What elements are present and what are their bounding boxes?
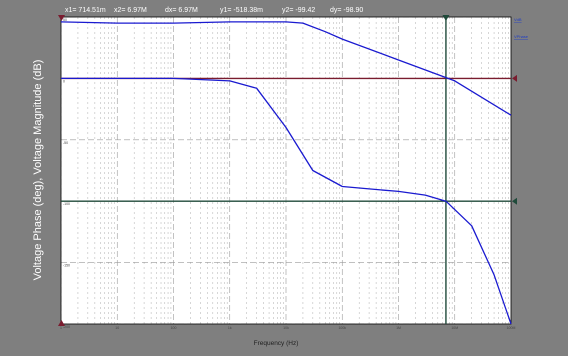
x-axis-label: Frequency (Hz) xyxy=(254,340,299,347)
trace-phase xyxy=(61,77,512,325)
readout-dx: dx= 6.97M xyxy=(165,7,198,14)
readout-x2: x2= 6.97M xyxy=(114,7,147,14)
x-tick-label: 10 xyxy=(115,326,119,330)
x-tick-label: 1 xyxy=(60,326,62,330)
grid-lines xyxy=(60,16,512,325)
y-tick-label: 50 xyxy=(63,18,67,22)
cursor1-marker-top[interactable] xyxy=(58,15,65,21)
y-tick-label: -50 xyxy=(63,141,68,145)
x-tick-labels: 1 10 100 1k 10k 100k 1M 10M 100M xyxy=(60,326,515,330)
x-tick-label: 10M xyxy=(451,326,458,330)
legend-magnitude[interactable]: VdB xyxy=(514,17,522,22)
plot-border xyxy=(60,16,512,325)
x-tick-label: 100M xyxy=(507,326,516,330)
readout-dy: dy= -98.90 xyxy=(330,7,363,14)
y-tick-label: -200 xyxy=(63,325,70,329)
cursor2-vertical-marker-top[interactable] xyxy=(442,15,450,21)
y-tick-label: -150 xyxy=(63,264,70,268)
cursor2-horizontal-marker[interactable] xyxy=(512,197,517,205)
x-tick-label: 100k xyxy=(338,326,346,330)
trace-magnitude xyxy=(60,21,512,116)
y-tick-label: -100 xyxy=(63,202,70,206)
x-tick-label: 100 xyxy=(171,326,177,330)
y-tick-labels: 50 0 -50 -100 -150 -200 xyxy=(63,18,70,329)
readout-y2: y2= -99.42 xyxy=(282,7,315,14)
y-tick-label: 0 xyxy=(63,79,65,83)
readout-y1: y1= -518.38m xyxy=(220,7,263,14)
readout-x1: x1= 714.51m xyxy=(65,7,106,14)
cursor1-marker-bottom[interactable] xyxy=(58,320,65,326)
trace-lines xyxy=(60,21,512,325)
cursor1-horizontal-marker[interactable] xyxy=(512,74,517,82)
x-tick-label: 1k xyxy=(228,326,232,330)
x-tick-label: 10k xyxy=(283,326,289,330)
cursor-readout: x1= 714.51m x2= 6.97M dx= 6.97M y1= -518… xyxy=(65,7,363,14)
legend-phase[interactable]: VPhase xyxy=(514,34,529,39)
x-tick-label: 1M xyxy=(396,326,401,330)
y-axis-label: Voltage Phase (deg), Voltage Magnitude (… xyxy=(32,60,44,281)
